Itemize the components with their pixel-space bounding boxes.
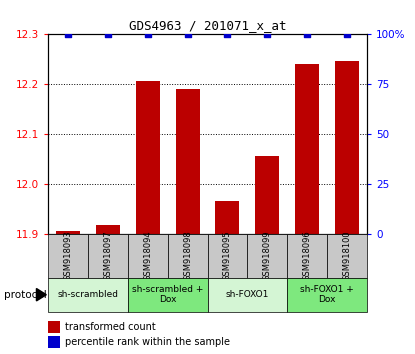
Bar [168, 234, 208, 278]
Bar [287, 234, 327, 278]
Bar [48, 321, 60, 333]
Bar [88, 234, 128, 278]
Text: GSM918097: GSM918097 [103, 230, 112, 281]
Text: percentile rank within the sample: percentile rank within the sample [66, 337, 230, 348]
Bar [95, 225, 120, 234]
Bar [256, 156, 279, 234]
Bar [215, 201, 239, 234]
Bar [335, 61, 359, 234]
Text: GSM918096: GSM918096 [303, 230, 312, 281]
Bar [295, 64, 320, 234]
Bar [208, 278, 287, 312]
Point [224, 31, 231, 36]
Text: GSM918094: GSM918094 [143, 230, 152, 281]
Point [184, 31, 191, 36]
Bar [56, 231, 80, 234]
Text: sh-scrambled +
Dox: sh-scrambled + Dox [132, 285, 203, 304]
Bar [176, 88, 200, 234]
Bar [287, 278, 367, 312]
Text: sh-FOXO1: sh-FOXO1 [226, 290, 269, 299]
Text: sh-FOXO1 +
Dox: sh-FOXO1 + Dox [300, 285, 354, 304]
Point [344, 31, 351, 36]
Bar [128, 278, 208, 312]
Text: GSM918099: GSM918099 [263, 230, 272, 281]
Bar [128, 234, 168, 278]
Point [144, 31, 151, 36]
Point [64, 31, 71, 36]
Text: transformed count: transformed count [66, 322, 156, 332]
Title: GDS4963 / 201071_x_at: GDS4963 / 201071_x_at [129, 19, 286, 33]
Text: GSM918100: GSM918100 [343, 230, 352, 281]
Bar [327, 234, 367, 278]
Text: GSM918095: GSM918095 [223, 230, 232, 281]
Text: GSM918093: GSM918093 [63, 230, 72, 281]
Text: GSM918098: GSM918098 [183, 230, 192, 281]
Point [104, 31, 111, 36]
Bar [48, 234, 88, 278]
Bar [136, 81, 159, 234]
Polygon shape [37, 289, 46, 301]
Bar [208, 234, 247, 278]
Bar [247, 234, 287, 278]
Bar [48, 336, 60, 348]
Text: sh-scrambled: sh-scrambled [57, 290, 118, 299]
Point [264, 31, 271, 36]
Bar [48, 278, 128, 312]
Point [304, 31, 311, 36]
Text: protocol: protocol [4, 290, 47, 300]
